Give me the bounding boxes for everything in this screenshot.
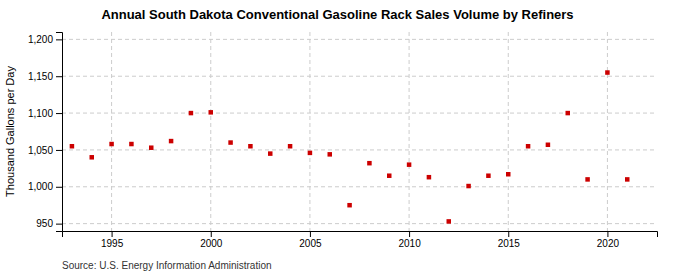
y-grid-line xyxy=(62,186,657,187)
point xyxy=(268,151,273,156)
x-grid-line xyxy=(607,32,608,231)
x-axis-tick-label: 2000 xyxy=(200,238,223,249)
point xyxy=(566,111,571,116)
point xyxy=(189,111,194,116)
x-axis-tick-label: 2020 xyxy=(597,238,620,249)
x-axis-tick: 2015 xyxy=(498,231,521,249)
y-grid-line xyxy=(62,39,657,40)
plot-area: 1995 2000 2005 2010 2015 2020 950 1,000 1,050 1,1… xyxy=(28,32,658,249)
point xyxy=(90,155,95,160)
y-axis-tick-label: 1,200 xyxy=(28,34,53,45)
point xyxy=(427,175,432,180)
point xyxy=(248,144,253,149)
point xyxy=(546,143,551,148)
y-axis-tick-label: 1,000 xyxy=(28,181,53,192)
points xyxy=(70,70,630,223)
x-grid-line xyxy=(309,32,310,231)
y-axis-tick-mark xyxy=(56,76,62,77)
x-axis: 1995 2000 2005 2010 2015 2020 xyxy=(63,231,658,249)
point xyxy=(367,161,372,166)
x-grid-line xyxy=(210,32,211,231)
point xyxy=(328,152,333,157)
x-axis-tick-mark xyxy=(409,231,410,237)
point xyxy=(149,145,154,150)
point xyxy=(447,219,452,224)
x-axis-tick-label: 2005 xyxy=(299,238,322,249)
x-grid-line xyxy=(508,32,509,231)
point xyxy=(228,140,233,145)
y-axis-tick: 1,100 xyxy=(28,108,62,119)
x-axis-tick: 2005 xyxy=(299,231,322,249)
y-axis-tick: 950 xyxy=(36,218,62,229)
y-axis-tick-mark xyxy=(56,187,62,188)
point xyxy=(466,184,471,189)
grid xyxy=(62,32,657,231)
x-axis-tick-mark xyxy=(607,231,608,237)
point xyxy=(209,110,214,115)
x-axis-tick-mark xyxy=(211,231,212,237)
point xyxy=(625,177,630,182)
chart-container: 1995 2000 2005 2010 2015 2020 950 1,000 1,050 1,1… xyxy=(0,0,675,275)
point xyxy=(407,162,412,167)
point xyxy=(387,173,392,178)
chart-svg: 1995 2000 2005 2010 2015 2020 950 1,000 1,050 1,1… xyxy=(0,0,675,275)
x-grid-line xyxy=(409,32,410,231)
y-axis-tick: 1,000 xyxy=(28,181,62,192)
point xyxy=(288,144,293,149)
x-axis-tick-mark xyxy=(310,231,311,237)
y-axis-tick-label: 950 xyxy=(36,218,53,229)
point xyxy=(129,142,134,147)
x-axis-tick: 2020 xyxy=(597,231,620,249)
y-axis-tick-mark xyxy=(56,113,62,114)
x-axis-tick-label: 2015 xyxy=(498,238,521,249)
y-axis-tick: 1,050 xyxy=(28,145,62,156)
source: Source: U.S. Energy Information Administ… xyxy=(62,260,272,271)
y-axis-tick: 1,200 xyxy=(28,34,62,45)
y-axis-tick-label: 1,100 xyxy=(28,108,53,119)
y-axis-tick-mark xyxy=(56,39,62,40)
point xyxy=(70,144,75,149)
y-grid-line xyxy=(62,76,657,77)
x-grid-line xyxy=(111,32,112,231)
y-grid-line xyxy=(62,223,657,224)
point xyxy=(605,70,610,75)
point xyxy=(347,203,352,208)
point xyxy=(526,144,531,149)
x-axis-tick-label: 2010 xyxy=(398,238,421,249)
point xyxy=(585,177,590,182)
title: Annual South Dakota Conventional Gasolin… xyxy=(101,7,573,22)
y-axis-tick-label: 1,150 xyxy=(28,71,53,82)
x-axis-line xyxy=(63,232,658,238)
point xyxy=(506,172,511,177)
x-axis-tick-mark xyxy=(508,231,509,237)
x-axis-tick-label: 1995 xyxy=(101,238,124,249)
y-axis-title: Thousand Gallons per Day xyxy=(4,66,16,197)
point xyxy=(486,173,491,178)
point xyxy=(308,151,313,156)
x-axis-tick-mark xyxy=(112,231,113,237)
y-axis-tick-mark xyxy=(56,224,62,225)
y-axis-tick: 1,150 xyxy=(28,71,62,82)
x-axis-tick: 2010 xyxy=(398,231,421,249)
point xyxy=(109,142,114,147)
y-axis: 950 1,000 1,050 1,100 1,150 1,200 xyxy=(28,33,63,232)
point xyxy=(169,139,174,144)
y-axis-tick-label: 1,050 xyxy=(28,145,53,156)
y-axis-line xyxy=(56,33,63,232)
x-axis-tick: 1995 xyxy=(101,231,124,249)
y-axis-tick-mark xyxy=(56,150,62,151)
x-axis-tick: 2000 xyxy=(200,231,223,249)
